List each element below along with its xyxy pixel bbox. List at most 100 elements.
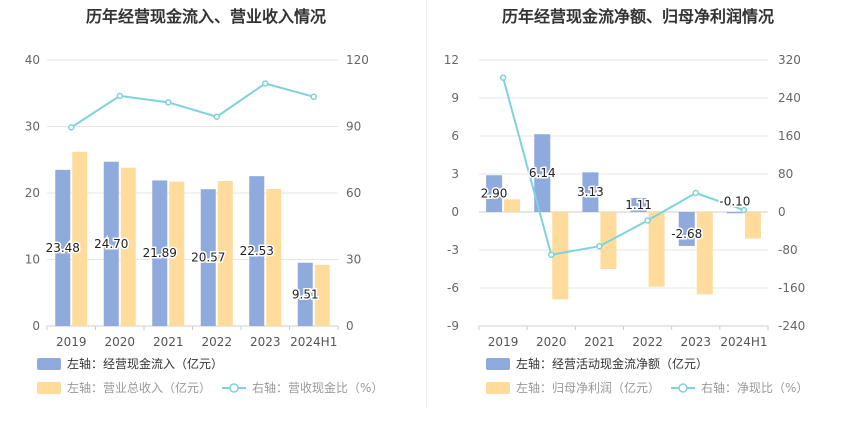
bar-secondary [314,264,330,326]
bar-data-label: 22.53 [240,244,274,258]
left-axis-tick-label: 12 [444,53,459,67]
left-axis-tick-label: 6 [451,129,459,143]
bar-primary [297,262,313,326]
bar-secondary [552,212,569,300]
legend-swatch [486,382,510,394]
right-axis-tick-label: 30 [346,253,361,267]
bar-secondary [120,167,136,326]
bar-primary [103,161,119,326]
ratio-line [70,82,315,129]
chart-net-cashflow-profit: 历年经营现金流净额、归母净利润情况 -9 -6 -3 0 3 6 9 12 -240 -160 -80… [444,7,809,395]
x-axis-tick-label: 2020 [536,335,567,349]
panel-divider [426,0,427,408]
bar-data-label: 9.51 [292,287,319,301]
bar-primary [55,169,71,326]
left-axis-tick-label: -9 [447,319,459,333]
bar-primary [678,212,695,246]
x-axis-tick-label: 2024H1 [290,335,337,349]
ratio-point [644,217,651,224]
chart-cash-inflow-revenue: 历年经营现金流入、营业收入情况 0 10 20 30 40 0 30 60 90 120 2019 20… [25,7,384,395]
ratio-point [692,189,699,197]
bar-secondary [648,212,665,287]
ratio-point [165,99,172,106]
left-axis-tick-label: 0 [32,319,40,333]
bar-secondary [217,181,233,326]
bar-secondary [504,199,521,212]
right-axis-tick-label: 90 [346,120,361,134]
bar-secondary [744,212,761,239]
ratio-point [262,80,269,87]
x-axis-tick-label: 2019 [488,335,519,349]
bar-primary [534,134,551,212]
right-axis-tick-label: -240 [778,319,805,333]
bar-data-label: 21.89 [143,246,177,260]
ratio-point [548,251,555,258]
ratio-point [213,113,220,120]
right-axis-tick-label: 120 [346,53,369,67]
bar-secondary [266,189,282,326]
left-axis-tick-label: 0 [451,205,459,219]
left-axis-tick-label: -6 [447,281,459,295]
bar-data-label: 1.11 [625,198,652,212]
bar-primary [486,175,503,212]
x-axis-tick-label: 2022 [201,335,232,349]
left-axis-tick-label: 40 [25,53,40,67]
chart-title: 历年经营现金流净额、归母净利润情况 [502,7,774,26]
bar-primary [200,189,216,326]
bar-primary [630,197,647,212]
x-axis-tick-label: 2023 [250,335,281,349]
right-axis-tick-label: 240 [778,91,801,105]
bar-data-label: 6.14 [529,166,556,180]
ratio-point [740,206,748,214]
legend-marker [678,383,688,393]
left-axis-tick-label: 3 [451,167,459,181]
left-axis-tick-label: 30 [25,120,40,134]
bar-secondary [72,151,88,326]
bar-primary [249,176,265,326]
left-axis-tick-label: 9 [451,91,459,105]
x-axis-tick-label: 2022 [632,335,663,349]
x-axis-tick-label: 2021 [584,335,615,349]
bar-data-label: 23.48 [46,241,80,255]
legend-label: 左轴：经营活动现金流净额（亿元） [516,356,708,371]
right-axis-tick-label: 0 [778,205,786,219]
bar-secondary [169,181,185,326]
left-axis-tick-label: 20 [25,186,40,200]
right-axis-tick-label: -160 [778,281,805,295]
bar-data-label: 3.13 [577,185,604,199]
bar-data-label: -2.68 [671,227,702,241]
x-axis-tick-label: 2019 [56,335,87,349]
left-axis-tick-label: 10 [25,253,40,267]
x-axis-tick-label: 2023 [680,335,711,349]
right-axis-tick-label: 60 [346,186,361,200]
x-axis-tick-label: 2024H1 [720,335,767,349]
bar-data-label: 2.90 [481,187,508,201]
legend-swatch [37,358,61,370]
x-axis-tick-label: 2020 [104,335,135,349]
ratio-point [499,74,507,81]
chart-title: 历年经营现金流入、营业收入情况 [86,7,326,26]
legend-label: 左轴：经营现金流入（亿元） [67,356,223,371]
right-axis-tick-label: 160 [778,129,801,143]
legend-label: 左轴：归母净利润（亿元） [516,380,660,395]
legend-swatch [486,358,510,370]
left-axis-tick-label: -3 [447,243,459,257]
right-axis-tick-label: -80 [778,243,798,257]
legend-label: 右轴：营收现金比（%） [252,380,383,395]
ratio-point [310,93,317,101]
right-axis-tick-label: 320 [778,53,801,67]
bar-data-label: -0.10 [719,194,750,208]
bar-data-label: 24.70 [94,237,128,251]
legend-swatch [37,382,61,394]
x-axis-tick-label: 2021 [153,335,184,349]
ratio-line [502,77,745,256]
bar-primary [152,180,168,326]
bar-data-label: 20.57 [191,251,225,265]
ratio-point [116,92,123,100]
right-axis-tick-label: 80 [778,167,793,181]
ratio-point [68,124,75,131]
bar-secondary [696,212,713,295]
legend-marker [229,383,239,393]
right-axis-tick-label: 0 [346,319,354,333]
legend-label: 右轴：净现比（%） [701,380,808,395]
